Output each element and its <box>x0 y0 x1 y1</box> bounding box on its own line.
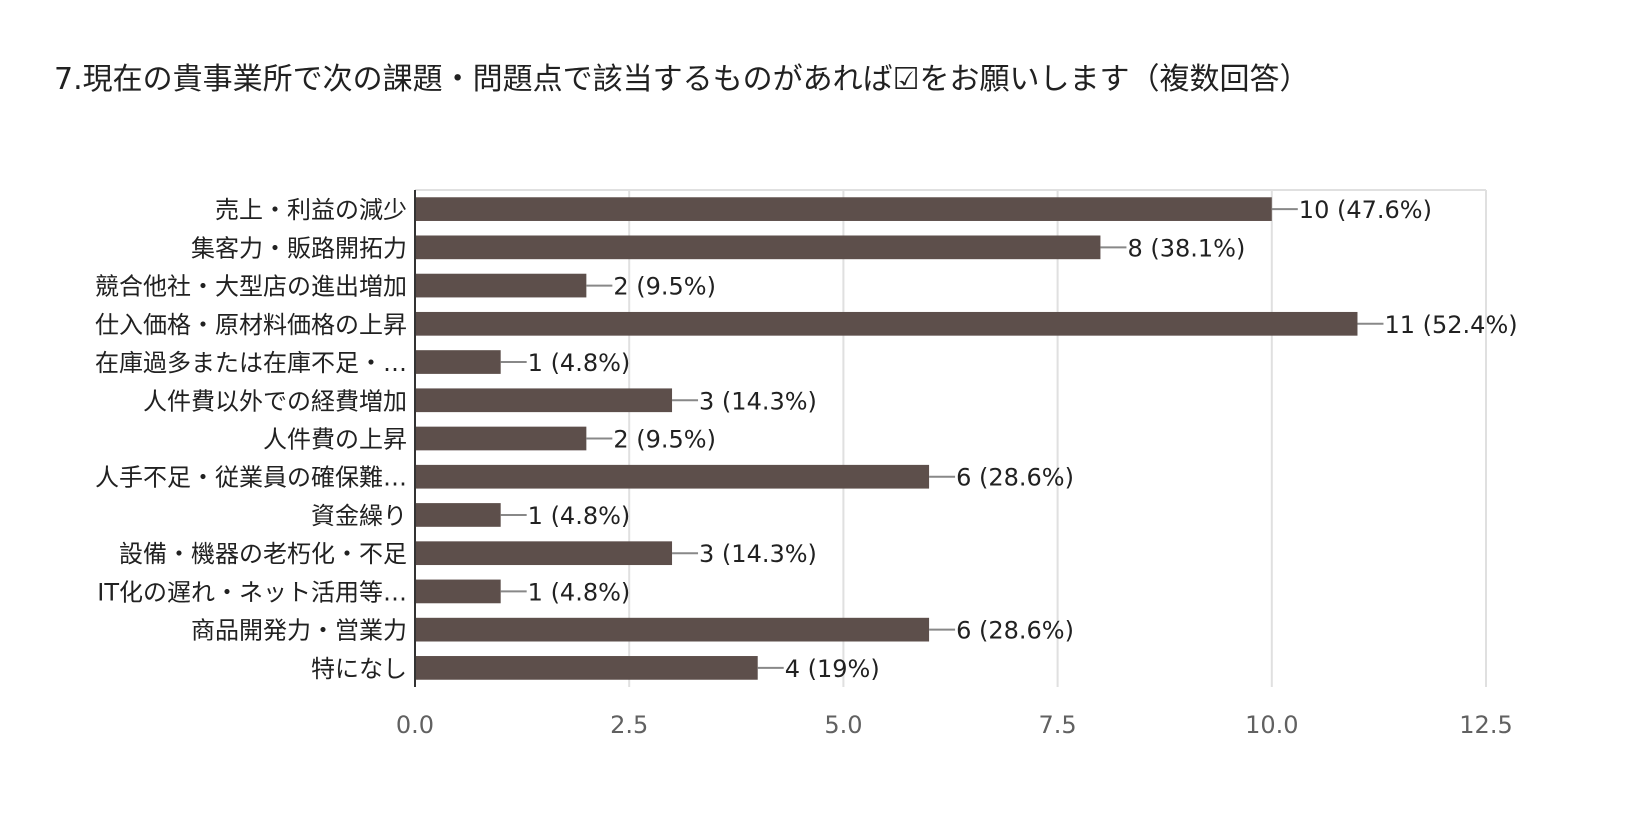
x-tick-label: 0.0 <box>396 711 434 739</box>
data-label: 6 (28.6%) <box>956 464 1074 492</box>
category-label: 商品開発力・営業力 <box>191 617 407 645</box>
data-label: 8 (38.1%) <box>1127 234 1245 262</box>
bar <box>415 617 930 642</box>
x-tick-label: 2.5 <box>610 711 648 739</box>
data-label: 10 (47.6%) <box>1299 196 1432 224</box>
category-label: 仕入価格・原材料価格の上昇 <box>95 311 407 339</box>
data-label: 11 (52.4%) <box>1384 311 1517 339</box>
data-label: 2 (9.5%) <box>613 273 716 301</box>
bar <box>415 388 673 413</box>
data-label: 1 (4.8%) <box>528 349 631 377</box>
data-label: 6 (28.6%) <box>956 617 1074 645</box>
data-label: 1 (4.8%) <box>528 578 631 606</box>
data-label: 4 (19%) <box>785 655 880 683</box>
data-label: 2 (9.5%) <box>613 426 716 454</box>
gridlines <box>415 189 1487 687</box>
chart-title: 7.現在の貴事業所で次の課題・問題点で該当するものがあれば☑をお願いします（複数… <box>54 62 1310 97</box>
bar <box>415 656 758 680</box>
x-tick-label: 5.0 <box>824 711 862 739</box>
x-tick-label: 10.0 <box>1245 711 1298 739</box>
data-label: 3 (14.3%) <box>699 540 817 568</box>
data-label: 1 (4.8%) <box>528 502 631 530</box>
category-label: 人手不足・従業員の確保難… <box>95 464 407 492</box>
category-label: 設備・機器の老朽化・不足 <box>119 540 407 568</box>
category-label: 競合他社・大型店の進出増加 <box>95 273 407 301</box>
bar <box>415 503 501 527</box>
category-label: 集客力・販路開拓力 <box>191 234 407 262</box>
bar <box>415 579 501 604</box>
category-label: 人件費の上昇 <box>263 426 407 454</box>
category-label: 在庫過多または在庫不足・… <box>95 349 407 377</box>
bar <box>415 197 1272 221</box>
data-label: 3 (14.3%) <box>699 387 817 415</box>
category-label: 売上・利益の減少 <box>215 196 407 224</box>
category-label: 特になし <box>311 655 407 683</box>
bar <box>415 541 673 566</box>
category-label: IT化の遅れ・ネット活用等… <box>97 578 407 606</box>
category-label: 資金繰り <box>311 502 407 530</box>
bar <box>415 426 587 451</box>
bars <box>415 197 1358 680</box>
bar <box>415 273 587 298</box>
bar <box>415 311 1358 336</box>
x-axis-ticks: 0.0 2.5 5.0 7.5 10.0 12.5 <box>396 711 1513 739</box>
x-tick-label: 12.5 <box>1459 711 1512 739</box>
x-tick-label: 7.5 <box>1039 711 1077 739</box>
bar <box>415 350 501 374</box>
data-labels: 10 (47.6%) 8 (38.1%) 2 (9.5%) 11 (52.4%) 1 (… <box>500 196 1518 683</box>
category-label: 人件費以外での経費増加 <box>143 387 407 415</box>
bar <box>415 235 1101 260</box>
bar <box>415 464 930 489</box>
category-labels: 売上・利益の減少集客力・販路開拓力競合他社・大型店の進出増加仕入価格・原材料価格… <box>95 196 407 683</box>
